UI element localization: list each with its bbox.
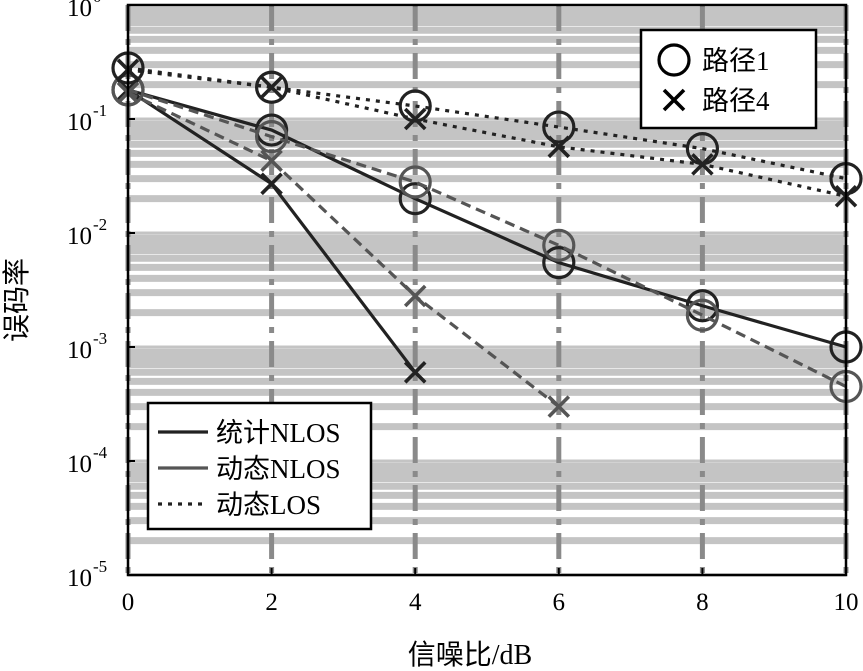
series-point-circle <box>255 70 289 104</box>
series-line <box>127 88 847 349</box>
series-point-circle <box>685 289 720 323</box>
y-tick-label: 10 <box>67 223 92 250</box>
x-tick-label: 8 <box>696 589 709 616</box>
series-point-circle <box>542 110 576 144</box>
series-line <box>127 91 560 408</box>
series-group <box>111 51 863 418</box>
marker-legend-circle <box>657 43 691 77</box>
x-tick-label: 10 <box>834 589 859 616</box>
series-line <box>127 68 847 198</box>
series-point-x <box>547 135 571 159</box>
series-point-circle <box>398 165 432 199</box>
y-tick-exponent: -3 <box>93 329 107 348</box>
y-tick-label: 10 <box>67 0 92 22</box>
marker-legend-x <box>662 88 686 112</box>
x-tick-label: 6 <box>553 589 566 616</box>
series-6 <box>116 58 858 208</box>
y-tick-exponent: -2 <box>93 215 107 234</box>
style-legend-box <box>146 401 373 531</box>
axes: 024681010010-110-210-310-410-5 <box>67 0 859 616</box>
y-tick-exponent: 0 <box>93 0 102 6</box>
series-point-x <box>403 284 427 308</box>
style-legend-label: 统计NLOS <box>216 418 341 448</box>
x-axis-label: 信噪比/dB <box>408 639 532 671</box>
x-tick-label: 4 <box>409 589 422 616</box>
style-legend-label: 动态LOS <box>216 490 321 520</box>
series-point-x <box>260 149 283 173</box>
series-point-circle <box>542 245 576 280</box>
series-point-x <box>403 107 427 131</box>
y-tick-exponent: -5 <box>93 557 107 576</box>
series-point-circle <box>685 298 720 332</box>
series-point-x <box>403 361 427 384</box>
style-legend-label: 动态NLOS <box>216 454 341 484</box>
series-point-circle <box>255 120 289 154</box>
y-tick-label: 10 <box>67 109 92 136</box>
series-point-x <box>547 395 571 418</box>
series-point-x <box>260 75 283 99</box>
y-axis-label: 误码率 <box>1 258 33 342</box>
series-line <box>127 88 847 388</box>
x-tick-label: 2 <box>265 589 278 616</box>
y-tick-label: 10 <box>67 451 92 478</box>
style-legend: 统计NLOS 动态NLOS 动态LOS <box>146 401 373 531</box>
series-point-x <box>260 172 283 196</box>
series-point-circle <box>542 228 576 262</box>
plot-frame <box>126 3 848 577</box>
series-point-x <box>691 153 714 176</box>
y-tick-exponent: -1 <box>93 101 107 120</box>
marker-legend-label: 路径1 <box>702 46 770 76</box>
marker-legend-box <box>639 28 818 130</box>
y-tick-label: 10 <box>67 565 92 592</box>
y-tick-label: 10 <box>67 337 92 364</box>
y-tick-exponent: -4 <box>93 443 108 462</box>
x-tick-label: 0 <box>122 589 135 616</box>
marker-legend-label: 路径4 <box>702 86 770 116</box>
series-point-circle <box>398 182 432 216</box>
